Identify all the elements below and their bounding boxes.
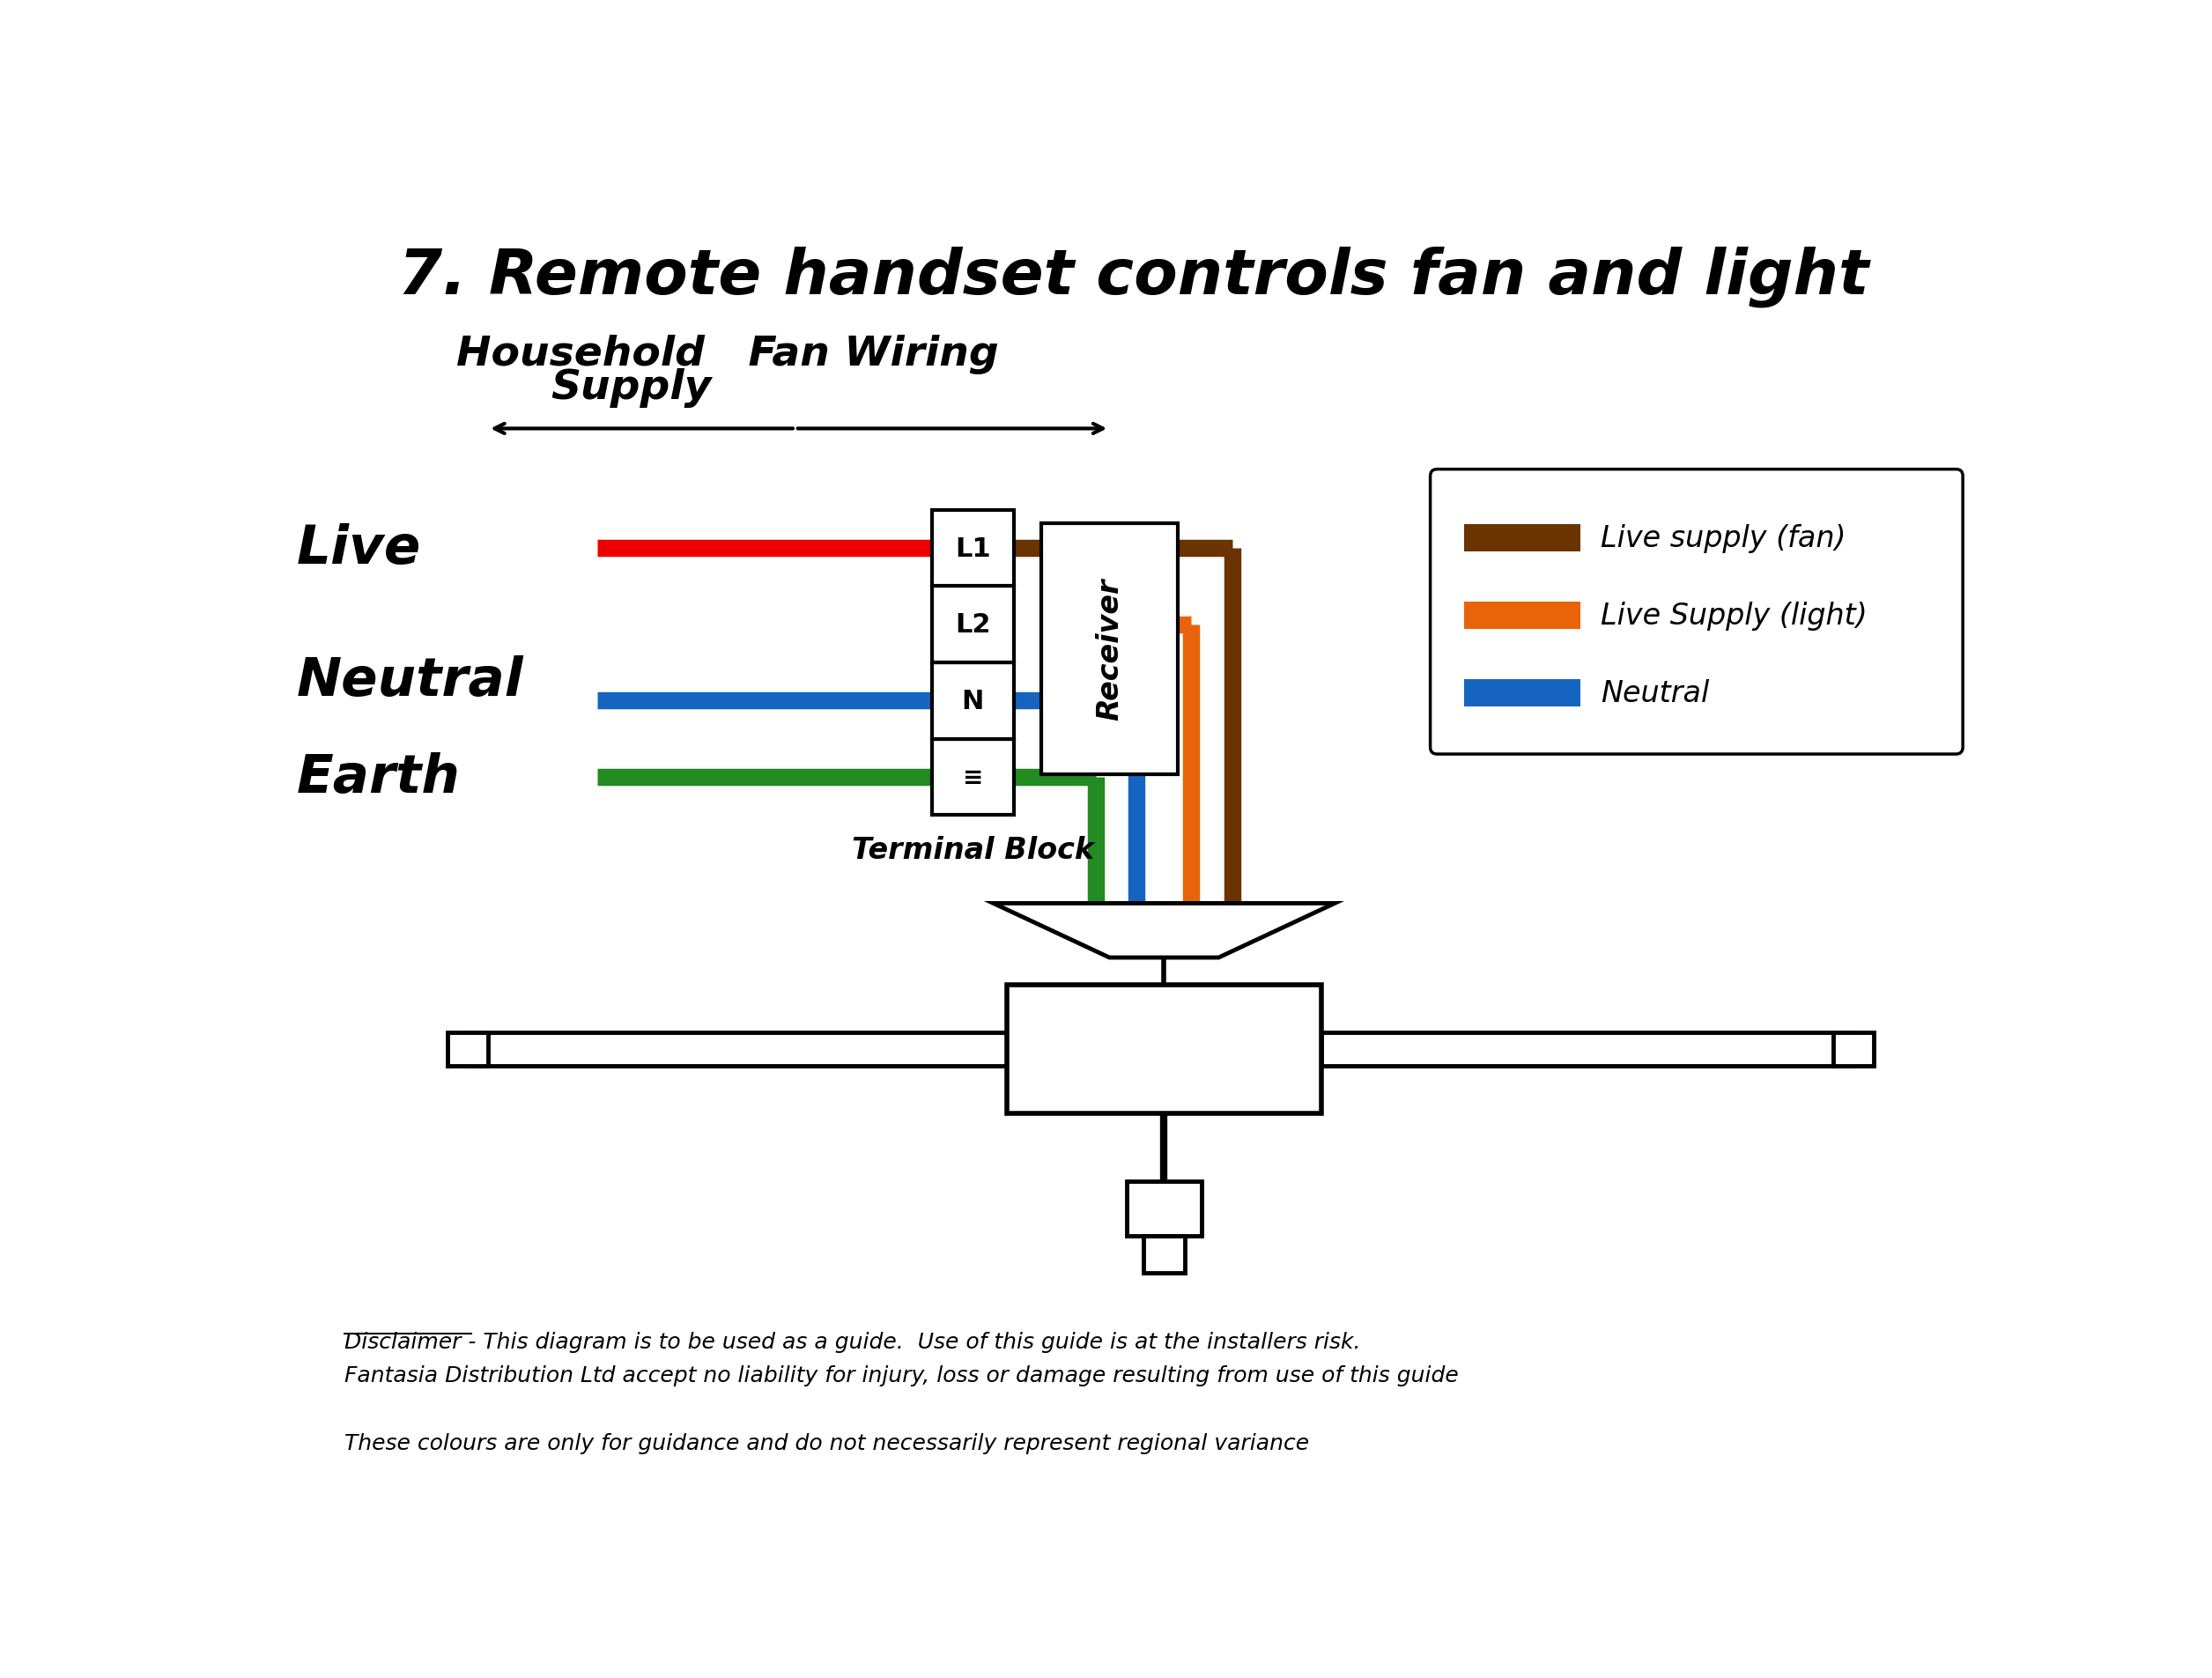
Text: Neutral: Neutral	[1601, 680, 1710, 708]
Bar	[931, 663, 1013, 740]
Bar	[1042, 524, 1177, 775]
Text: Receiver: Receiver	[1095, 579, 1124, 720]
Text: Live supply (fan): Live supply (fan)	[1601, 524, 1847, 554]
Text: 7. Remote handset controls fan and light: 7. Remote handset controls fan and light	[398, 247, 1869, 307]
Text: Neutral: Neutral	[296, 654, 524, 706]
Text: L2: L2	[956, 612, 991, 638]
Bar	[931, 740, 1013, 816]
Bar	[1126, 1181, 1201, 1235]
Bar	[931, 587, 1013, 663]
Text: These colours are only for guidance and do not necessarily represent regional va: These colours are only for guidance and …	[345, 1433, 1310, 1453]
Text: Household   Fan Wiring: Household Fan Wiring	[456, 334, 998, 374]
Text: Terminal Block: Terminal Block	[852, 836, 1095, 864]
Text: Earth: Earth	[296, 752, 460, 804]
Text: Disclaimer - This diagram is to be used as a guide.  Use of this guide is at the: Disclaimer - This diagram is to be used …	[345, 1331, 1360, 1352]
Bar	[1834, 1032, 1874, 1066]
Bar	[1464, 602, 1582, 629]
Text: L1: L1	[956, 535, 991, 562]
Bar	[1144, 1235, 1183, 1274]
FancyBboxPatch shape	[1431, 470, 1962, 755]
Bar	[1006, 985, 1321, 1114]
Bar	[931, 510, 1013, 587]
Bar	[447, 1032, 489, 1066]
Text: Supply: Supply	[551, 367, 712, 408]
Text: Live Supply (light): Live Supply (light)	[1601, 601, 1867, 631]
Text: N: N	[962, 688, 984, 713]
Bar	[1464, 680, 1582, 706]
Text: Fantasia Distribution Ltd accept no liability for injury, loss or damage resulti: Fantasia Distribution Ltd accept no liab…	[345, 1364, 1460, 1386]
Polygon shape	[993, 904, 1334, 958]
Text: Live: Live	[296, 522, 422, 574]
Bar	[467, 1032, 1006, 1066]
Text: ≡: ≡	[962, 765, 982, 790]
Bar	[1321, 1032, 1854, 1066]
Bar	[1464, 525, 1582, 552]
